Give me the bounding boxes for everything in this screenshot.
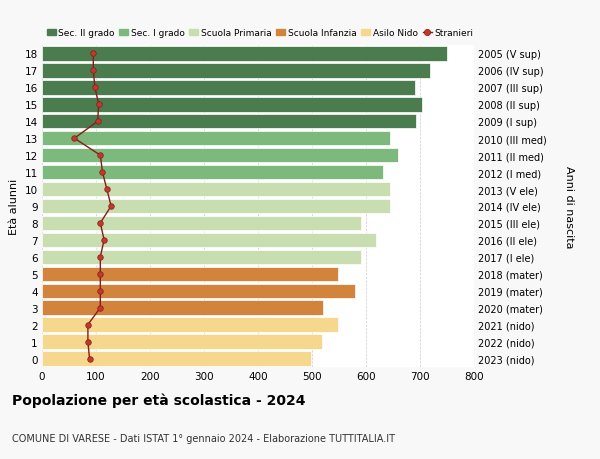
Bar — [42, 352, 311, 366]
Y-axis label: Età alunni: Età alunni — [9, 179, 19, 235]
Text: Popolazione per età scolastica - 2024: Popolazione per età scolastica - 2024 — [12, 392, 305, 407]
Bar — [42, 250, 361, 264]
Bar — [42, 267, 338, 281]
Bar — [42, 47, 447, 62]
Text: COMUNE DI VARESE - Dati ISTAT 1° gennaio 2024 - Elaborazione TUTTITALIA.IT: COMUNE DI VARESE - Dati ISTAT 1° gennaio… — [12, 433, 395, 442]
Y-axis label: Anni di nascita: Anni di nascita — [563, 165, 574, 248]
Bar — [42, 183, 391, 197]
Bar — [42, 335, 322, 349]
Legend: Sec. II grado, Sec. I grado, Scuola Primaria, Scuola Infanzia, Asilo Nido, Stran: Sec. II grado, Sec. I grado, Scuola Prim… — [47, 29, 473, 38]
Bar — [42, 115, 416, 129]
Bar — [42, 318, 338, 332]
Bar — [42, 81, 415, 95]
Bar — [42, 199, 391, 214]
Bar — [42, 216, 361, 231]
Bar — [42, 233, 376, 247]
Bar — [42, 64, 430, 78]
Bar — [42, 132, 391, 146]
Bar — [42, 149, 398, 163]
Bar — [42, 98, 422, 112]
Bar — [42, 284, 355, 298]
Bar — [42, 301, 323, 315]
Bar — [42, 166, 383, 180]
